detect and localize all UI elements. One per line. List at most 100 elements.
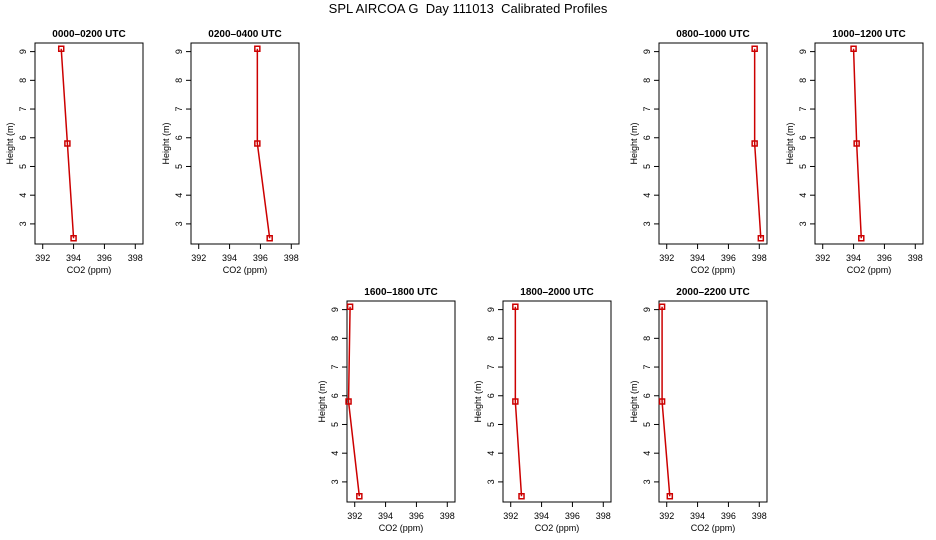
chart-title: 2000–2200 UTC [676,287,749,298]
data-point [518,493,525,500]
y-tick-label: 9 [798,49,808,54]
y-tick-label: 4 [798,193,808,198]
x-tick-label: 396 [409,511,424,521]
data-point [850,45,857,52]
y-tick-label: 7 [642,365,652,370]
x-tick-label: 398 [596,511,611,521]
data-point [70,235,77,242]
profile-chart: 1000–1200 UTC 392 394 396 398 CO2 (ppm) 3 4 5 6 7 8… [785,29,924,275]
y-tick-label: 4 [330,451,340,456]
y-tick-label: 4 [174,193,184,198]
y-tick-label: 3 [330,479,340,484]
y-tick-label: 9 [18,49,28,54]
x-axis-label: CO2 (ppm) [223,265,268,275]
chart-title: 1800–2000 UTC [520,287,593,298]
y-tick-label: 9 [642,49,652,54]
x-tick-label: 396 [877,253,892,263]
chart-title: 0000–0200 UTC [52,29,125,40]
data-point [666,493,674,500]
x-axis-label: CO2 (ppm) [67,265,112,275]
profile-line [852,48,863,239]
data-point [757,235,765,242]
x-tick-label: 392 [35,253,50,263]
y-tick-label: 6 [330,393,340,398]
x-tick-label: 398 [284,253,299,263]
y-tick-label: 3 [642,221,652,226]
data-point [512,398,519,405]
profile-chart: 1600–1800 UTC 392 394 396 398 CO2 (ppm) 3 4 5 6 7 8… [317,287,456,533]
plot-frame [34,42,144,245]
y-tick-label: 3 [174,221,184,226]
chart-title: 1000–1200 UTC [832,29,905,40]
y-tick-label: 5 [18,164,28,169]
data-point [658,303,666,310]
y-tick-label: 4 [642,451,652,456]
x-tick-label: 398 [752,253,767,263]
x-axis-label: CO2 (ppm) [847,265,892,275]
data-point [254,140,261,147]
y-tick-label: 9 [174,49,184,54]
profile-chart: 0200–0400 UTC 392 394 396 398 CO2 (ppm) 3 4 5 6 7 8… [161,29,300,275]
x-tick-label: 392 [503,511,518,521]
y-tick-label: 6 [642,135,652,140]
data-point [658,398,666,405]
plot-frame [502,300,612,503]
x-axis-label: CO2 (ppm) [691,523,736,533]
y-tick-label: 3 [798,221,808,226]
profile-chart: 2000–2200 UTC 392 394 396 398 CO2 (ppm) 3 4 5 6 7 8… [629,287,768,533]
data-point [57,45,65,52]
x-tick-label: 394 [690,253,705,263]
data-point [853,140,860,147]
x-tick-label: 392 [347,511,362,521]
x-tick-label: 398 [908,253,923,263]
x-tick-label: 396 [565,511,580,521]
y-tick-label: 8 [330,336,340,341]
data-point [858,235,865,242]
x-tick-label: 394 [846,253,861,263]
y-tick-label: 9 [330,307,340,312]
y-axis-label: Height (m) [161,122,171,164]
x-tick-label: 394 [378,511,393,521]
y-tick-label: 5 [486,422,496,427]
profile-line [347,306,361,497]
y-tick-label: 8 [18,78,28,83]
x-tick-label: 396 [721,253,736,263]
x-tick-label: 398 [128,253,143,263]
y-tick-label: 8 [486,336,496,341]
plot-frame [190,42,300,245]
y-axis-label: Height (m) [473,380,483,422]
profile-line [60,48,75,239]
y-tick-label: 5 [642,422,652,427]
y-tick-label: 6 [642,393,652,398]
y-tick-label: 9 [642,307,652,312]
y-tick-label: 5 [174,164,184,169]
x-tick-label: 396 [253,253,268,263]
plot-frame [658,42,768,245]
y-axis-label: Height (m) [317,380,327,422]
x-axis-label: CO2 (ppm) [379,523,424,533]
data-point [751,140,758,147]
y-tick-label: 4 [18,193,28,198]
plot-frame [814,42,924,245]
plot-frame [346,300,456,503]
chart-title: 1600–1800 UTC [364,287,437,298]
y-tick-label: 5 [798,164,808,169]
page-title: SPL AIRCOA G Day 111013 Calibrated Profi… [328,1,608,16]
x-tick-label: 396 [721,511,736,521]
data-point [254,45,261,52]
data-point [512,303,519,310]
y-tick-label: 8 [642,78,652,83]
y-tick-label: 8 [798,78,808,83]
x-tick-label: 392 [659,511,674,521]
y-tick-label: 7 [486,365,496,370]
y-tick-label: 7 [174,107,184,112]
y-tick-label: 6 [18,135,28,140]
profile-chart: 0000–0200 UTC 392 394 396 398 CO2 (ppm) 3 4 5 6 7 8… [5,29,144,275]
data-point [751,45,758,52]
y-tick-label: 3 [642,479,652,484]
x-tick-label: 394 [222,253,237,263]
x-tick-label: 394 [66,253,81,263]
data-point [345,398,352,405]
y-axis-label: Height (m) [629,380,639,422]
